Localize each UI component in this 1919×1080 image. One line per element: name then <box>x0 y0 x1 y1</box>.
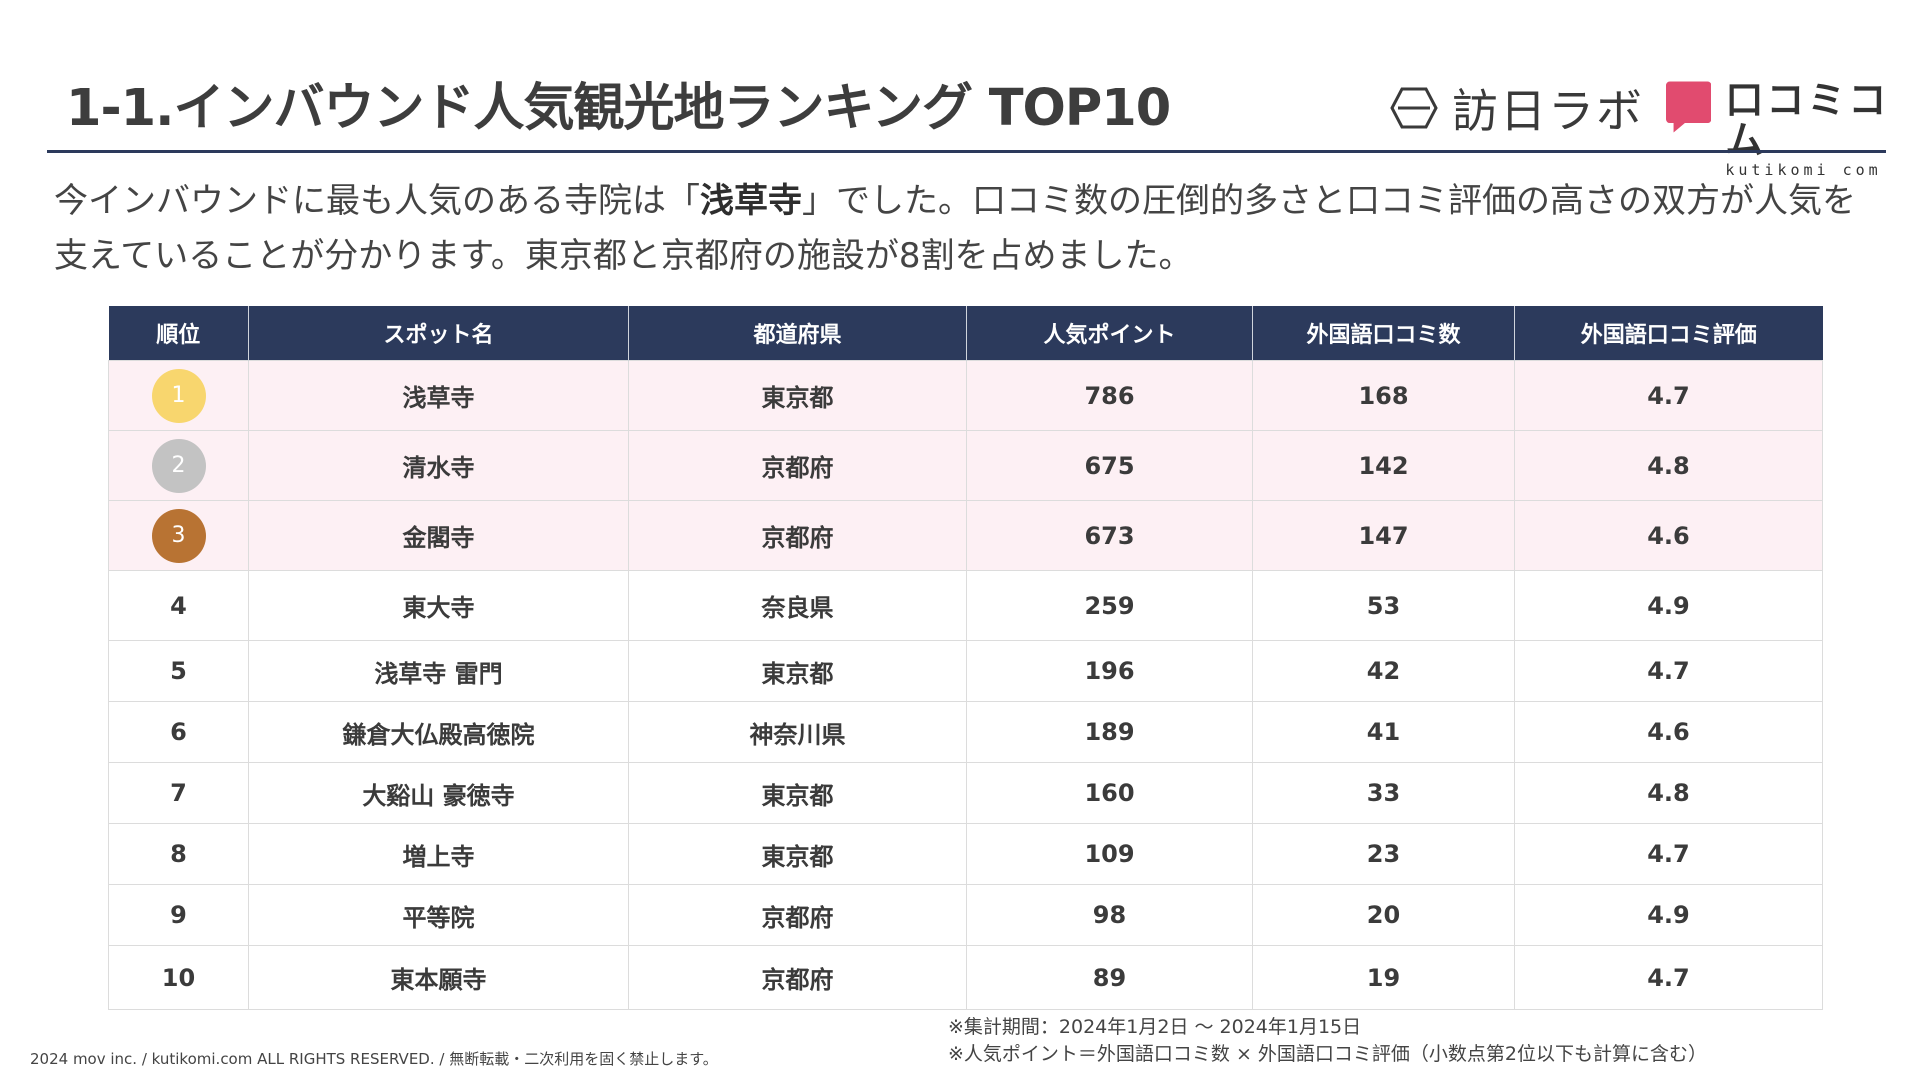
review-count-cell: 168 <box>1252 360 1515 431</box>
spot-cell: 大谿山 豪徳寺 <box>248 762 629 824</box>
points-cell: 675 <box>966 430 1253 501</box>
houjin-lab-logo: 訪日ラボ <box>1390 80 1644 138</box>
table-row: 10 東本願寺 京都府 89 19 4.7 <box>108 945 1823 1010</box>
review-rating-cell: 4.8 <box>1514 762 1823 824</box>
gold-medal-icon: 1 <box>151 368 206 423</box>
review-rating-cell: 4.8 <box>1514 430 1823 501</box>
prefecture-cell: 京都府 <box>628 500 967 571</box>
summary-part-1: 今インバウンドに最も人気のある寺院は「 <box>54 181 700 221</box>
spot-cell: 浅草寺 <box>248 360 629 431</box>
review-rating-cell: 4.7 <box>1514 945 1823 1010</box>
review-rating-cell: 4.7 <box>1514 360 1823 431</box>
prefecture-cell: 京都府 <box>628 884 967 946</box>
kutikomi-logo: 口コミコム kutikomi com <box>1666 80 1919 180</box>
spot-cell: 清水寺 <box>248 430 629 501</box>
points-cell: 98 <box>966 884 1253 946</box>
summary-highlight: 浅草寺 <box>700 181 802 221</box>
review-count-cell: 23 <box>1252 823 1515 885</box>
table-row: 9 平等院 京都府 98 20 4.9 <box>108 884 1823 946</box>
review-count-cell: 20 <box>1252 884 1515 946</box>
rank-cell: 4 <box>108 570 249 641</box>
hexagon-logo-icon <box>1390 87 1438 129</box>
spot-cell: 東本願寺 <box>248 945 629 1010</box>
review-count-cell: 147 <box>1252 500 1515 571</box>
review-count-cell: 19 <box>1252 945 1515 1010</box>
header-rank: 順位 <box>108 306 249 361</box>
table-row: 8 増上寺 東京都 109 23 4.7 <box>108 823 1823 885</box>
review-rating-cell: 4.7 <box>1514 640 1823 702</box>
points-cell: 160 <box>966 762 1253 824</box>
table-row: 4 東大寺 奈良県 259 53 4.9 <box>108 570 1823 641</box>
rank-cell: 6 <box>108 701 249 763</box>
review-count-cell: 142 <box>1252 430 1515 501</box>
rank-cell: 5 <box>108 640 249 702</box>
table-row: 5 浅草寺 雷門 東京都 196 42 4.7 <box>108 640 1823 702</box>
prefecture-cell: 京都府 <box>628 430 967 501</box>
ranking-table: 順位 スポット名 都道府県 人気ポイント 外国語口コミ数 外国語口コミ評価 1 … <box>108 306 1823 1010</box>
review-rating-cell: 4.9 <box>1514 570 1823 641</box>
summary-text: 今インバウンドに最も人気のある寺院は「浅草寺」でした。口コミ数の圧倒的多さと口コ… <box>54 174 1874 284</box>
table-row: 3 金閣寺 京都府 673 147 4.6 <box>108 500 1823 571</box>
table-row: 1 浅草寺 東京都 786 168 4.7 <box>108 360 1823 431</box>
table-header-row: 順位 スポット名 都道府県 人気ポイント 外国語口コミ数 外国語口コミ評価 <box>108 306 1823 361</box>
header-spot: スポット名 <box>248 306 629 361</box>
spot-cell: 鎌倉大仏殿高徳院 <box>248 701 629 763</box>
prefecture-cell: 東京都 <box>628 823 967 885</box>
prefecture-cell: 東京都 <box>628 640 967 702</box>
speech-bubble-logo-icon <box>1666 81 1712 133</box>
page-title: 1-1.インバウンド人気観光地ランキング TOP10 <box>66 79 1171 138</box>
review-rating-cell: 4.6 <box>1514 500 1823 571</box>
spot-cell: 平等院 <box>248 884 629 946</box>
rank-cell: 7 <box>108 762 249 824</box>
points-cell: 89 <box>966 945 1253 1010</box>
note-formula: ※人気ポイント＝外国語口コミ数 × 外国語口コミ評価（小数点第2位以下も計算に含… <box>948 1043 1708 1065</box>
prefecture-cell: 奈良県 <box>628 570 967 641</box>
header-points: 人気ポイント <box>966 306 1253 361</box>
kutikomi-logo-text: 口コミコム <box>1725 78 1890 162</box>
header-review-rating: 外国語口コミ評価 <box>1514 306 1823 361</box>
silver-medal-icon: 2 <box>151 438 206 493</box>
rank-cell: 2 <box>108 430 249 501</box>
copyright-text: 2024 mov inc. / kutikomi.com ALL RIGHTS … <box>30 1050 718 1068</box>
points-cell: 109 <box>966 823 1253 885</box>
review-count-cell: 53 <box>1252 570 1515 641</box>
bronze-medal-icon: 3 <box>151 508 206 563</box>
points-cell: 259 <box>966 570 1253 641</box>
rank-cell: 9 <box>108 884 249 946</box>
review-rating-cell: 4.7 <box>1514 823 1823 885</box>
rank-cell: 1 <box>108 360 249 431</box>
prefecture-cell: 京都府 <box>628 945 967 1010</box>
table-row: 2 清水寺 京都府 675 142 4.8 <box>108 430 1823 501</box>
header-review-count: 外国語口コミ数 <box>1252 306 1515 361</box>
rank-cell: 8 <box>108 823 249 885</box>
review-rating-cell: 4.9 <box>1514 884 1823 946</box>
prefecture-cell: 東京都 <box>628 762 967 824</box>
rank-cell: 3 <box>108 500 249 571</box>
table-row: 6 鎌倉大仏殿高徳院 神奈川県 189 41 4.6 <box>108 701 1823 763</box>
review-count-cell: 42 <box>1252 640 1515 702</box>
spot-cell: 金閣寺 <box>248 500 629 571</box>
review-count-cell: 41 <box>1252 701 1515 763</box>
spot-cell: 東大寺 <box>248 570 629 641</box>
points-cell: 196 <box>966 640 1253 702</box>
review-rating-cell: 4.6 <box>1514 701 1823 763</box>
kutikomi-logo-subtext: kutikomi com <box>1725 161 1882 179</box>
spot-cell: 増上寺 <box>248 823 629 885</box>
points-cell: 673 <box>966 500 1253 571</box>
prefecture-cell: 東京都 <box>628 360 967 431</box>
note-period: ※集計期間：2024年1月2日 ～ 2024年1月15日 <box>948 1016 1362 1038</box>
summary-part-2: 」でした。口コミ数の圧倒的多さと口コミ評価の高さの双方が人気を支えていることが分… <box>54 181 1856 276</box>
title-divider <box>47 150 1886 153</box>
prefecture-cell: 神奈川県 <box>628 701 967 763</box>
header-prefecture: 都道府県 <box>628 306 967 361</box>
footnotes: ※集計期間：2024年1月2日 ～ 2024年1月15日 ※人気ポイント＝外国語… <box>948 1014 1707 1068</box>
rank-cell: 10 <box>108 945 249 1010</box>
houjin-lab-logo-text: 訪日ラボ <box>1452 84 1644 138</box>
spot-cell: 浅草寺 雷門 <box>248 640 629 702</box>
points-cell: 786 <box>966 360 1253 431</box>
review-count-cell: 33 <box>1252 762 1515 824</box>
points-cell: 189 <box>966 701 1253 763</box>
table-row: 7 大谿山 豪徳寺 東京都 160 33 4.8 <box>108 762 1823 824</box>
